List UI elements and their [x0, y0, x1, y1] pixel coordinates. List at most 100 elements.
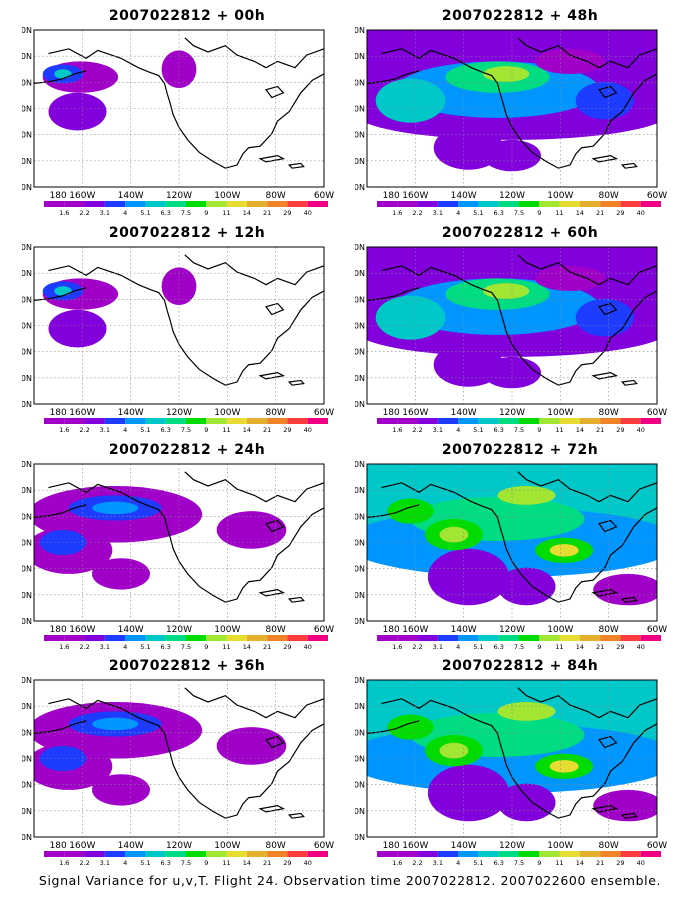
colorbar-label: 11 — [555, 643, 563, 651]
colorbar-swatch — [84, 851, 105, 857]
lat-tick-label: 20N — [22, 591, 32, 600]
colorbar-swatch — [246, 201, 268, 207]
coastline — [367, 688, 657, 818]
colorbar-swatch — [640, 851, 661, 857]
lat-tick-label: 30N — [355, 781, 365, 790]
lat-tick-label: 10N — [355, 617, 365, 626]
colorbar-swatch — [397, 201, 418, 207]
colorbar-swatch — [519, 418, 540, 424]
colorbar-label: 7.5 — [181, 859, 191, 867]
colorbar-label: 1.6 — [59, 426, 69, 434]
colorbar-swatch — [579, 201, 601, 207]
lon-tick-label: 180 — [383, 625, 400, 635]
colorbar-swatch — [478, 201, 499, 207]
lon-tick-label: 100W — [214, 841, 240, 851]
lon-tick-label: 60W — [647, 841, 667, 851]
lon-tick-label: 80W — [265, 408, 285, 418]
shaded-field — [367, 464, 657, 605]
lon-tick-label: 120W — [499, 191, 525, 201]
colorbar-label: 29 — [283, 859, 291, 867]
colorbar-swatch — [377, 201, 398, 207]
colorbar-label: 6.3 — [494, 643, 504, 651]
colorbar-swatch — [579, 635, 601, 641]
lat-tick-label: 20N — [355, 374, 365, 383]
colorbar-swatch — [104, 851, 126, 857]
lon-tick-label: 180 — [50, 625, 67, 635]
colorbar-swatch — [287, 201, 308, 207]
lon-tick-label: 120W — [166, 191, 192, 201]
colorbar-label: 11 — [555, 426, 563, 434]
colorbar-swatch — [519, 851, 540, 857]
colorbar-label: 2.2 — [79, 859, 89, 867]
colorbar-swatch — [620, 201, 641, 207]
colorbar-label: 5.1 — [473, 209, 483, 217]
colorbar-swatch — [559, 851, 580, 857]
colorbar-swatch — [620, 851, 641, 857]
colorbar-label: 11 — [222, 426, 230, 434]
colorbar-swatch — [206, 851, 227, 857]
colorbar-swatch — [186, 635, 207, 641]
colorbar-label: 1.6 — [59, 209, 69, 217]
colorbar-label: 4 — [456, 643, 460, 651]
colorbar-swatch — [246, 418, 268, 424]
colorbar-swatch — [125, 201, 146, 207]
colorbar-swatch — [44, 201, 65, 207]
shaded-field — [367, 680, 657, 821]
colorbar-label: 7.5 — [181, 209, 191, 217]
lon-tick-label: 120W — [166, 408, 192, 418]
lon-tick-label: 160W — [69, 191, 95, 201]
lat-tick-label: 50N — [355, 295, 365, 304]
colorbar-label: 2.2 — [412, 643, 422, 651]
lat-tick-label: 10N — [22, 617, 32, 626]
panel-title: 2007022812 + 36h — [108, 658, 266, 674]
colorbar-swatch — [307, 635, 328, 641]
colorbar-swatch — [145, 418, 166, 424]
colorbar-swatch — [186, 851, 207, 857]
lon-tick-label: 100W — [547, 625, 573, 635]
lat-tick-label: 60N — [22, 52, 32, 61]
lon-tick-label: 160W — [402, 191, 428, 201]
colorbar-swatch — [44, 635, 65, 641]
colorbar-swatch — [287, 418, 308, 424]
colorbar-swatch — [600, 418, 621, 424]
colorbar-label: 40 — [637, 859, 645, 867]
colorbar-swatch — [498, 635, 519, 641]
map-panel: 2007022812 + 84h 70N 60N 50N 40N 30N 20N 10N 180… — [355, 658, 685, 873]
colorbar-label: 14 — [243, 643, 251, 651]
lat-tick-label: 40N — [22, 755, 32, 764]
lon-tick-label: 60W — [314, 841, 334, 851]
colorbar-swatch — [307, 851, 328, 857]
lat-tick-label: 20N — [22, 157, 32, 166]
colorbar-label: 5.1 — [473, 859, 483, 867]
lon-tick-label: 120W — [166, 625, 192, 635]
coastline — [367, 472, 657, 602]
lat-tick-label: 70N — [22, 676, 32, 685]
colorbar-swatch — [307, 201, 328, 207]
lat-tick-label: 70N — [355, 460, 365, 469]
colorbar-swatch — [145, 201, 166, 207]
colorbar-label: 40 — [304, 859, 312, 867]
lon-tick-label: 120W — [166, 841, 192, 851]
grid-lines — [34, 247, 324, 404]
grid-lines — [367, 30, 657, 187]
colorbar: 1.6 2.2 3.1 4 5.1 6.3 7.5 9 11 14 21 29 40 — [44, 851, 328, 867]
colorbar-swatch — [640, 418, 661, 424]
lat-tick-label: 50N — [22, 295, 32, 304]
colorbar-label: 11 — [222, 643, 230, 651]
lat-tick-label: 20N — [22, 374, 32, 383]
lon-tick-label: 100W — [214, 408, 240, 418]
colorbar-swatch — [539, 201, 560, 207]
lat-tick-label: 40N — [22, 105, 32, 114]
colorbar-label: 5.1 — [140, 643, 150, 651]
colorbar-label: 6.3 — [494, 859, 504, 867]
colorbar: 1.6 2.2 3.1 4 5.1 6.3 7.5 9 11 14 21 29 40 — [44, 635, 328, 651]
colorbar-swatch — [600, 201, 621, 207]
lat-tick-label: 40N — [22, 539, 32, 548]
colorbar-swatch — [417, 418, 438, 424]
colorbar-label: 40 — [304, 209, 312, 217]
colorbar-swatch — [44, 851, 65, 857]
lon-tick-label: 60W — [314, 408, 334, 418]
colorbar-swatch — [478, 418, 499, 424]
